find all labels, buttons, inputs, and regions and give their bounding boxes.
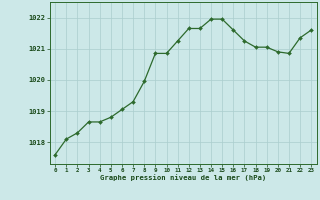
- X-axis label: Graphe pression niveau de la mer (hPa): Graphe pression niveau de la mer (hPa): [100, 175, 266, 181]
